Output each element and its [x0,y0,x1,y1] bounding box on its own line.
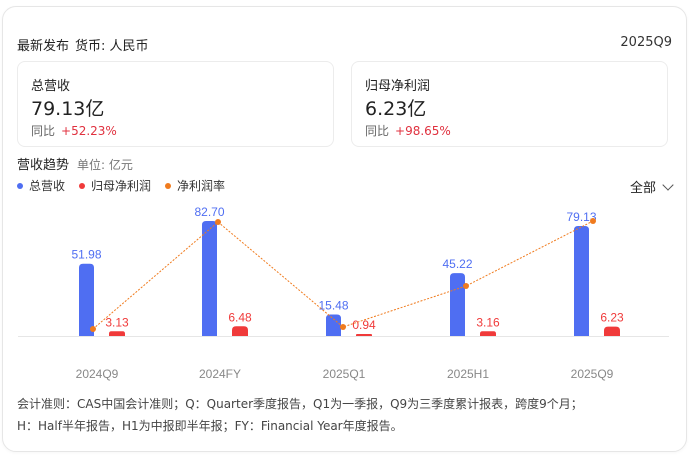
chevron-down-icon [662,178,674,191]
yoy-value: +98.65% [395,124,451,138]
kpi-yoy: 同比 +98.65% [365,122,451,139]
footnote-line-2: H：Half半年报告，H1为中报即半年报；FY：Financial Year年度… [17,419,403,433]
kpi-yoy: 同比 +52.23% [31,122,117,139]
revenue-value-label: 15.48 [318,298,348,312]
net-profit-bar[interactable] [232,326,248,336]
kpi-title: 总营收 [31,79,71,94]
legend-item-net-profit[interactable]: 归母净利润 [79,177,151,194]
net-profit-bar[interactable] [109,331,125,336]
chart-group-2025Q1[interactable] [326,314,372,336]
net-profit-value-label: 6.48 [228,310,252,324]
net-margin-line [92,220,594,330]
yoy-value: +52.23% [61,124,117,138]
x-axis-label: 2025H1 [447,367,489,381]
legend-item-revenue[interactable]: 总营收 [17,177,65,194]
net-profit-bar[interactable] [356,334,372,336]
revenue-trend-chart: 51.983.132024Q982.706.482024FY15.480.942… [18,205,669,381]
filter-label: 全部 [629,181,656,196]
dot-icon [79,182,86,189]
net-profit-value-label: 6.23 [600,311,624,325]
revenue-bar[interactable] [202,221,217,336]
trend-header: 营收趋势 单位: 亿元 [17,154,133,173]
section-header: 最新发布 货币: 人民币 [17,35,149,54]
period-filter-dropdown[interactable]: 全部 [629,177,674,196]
net-margin-point[interactable] [340,324,346,330]
kpi-value: 79.13亿 [31,98,105,120]
revenue-value-label: 79.13 [566,210,596,224]
chart-group-2025Q9[interactable] [574,225,620,336]
yoy-label: 同比 [31,124,56,138]
x-axis-label: 2024Q9 [76,367,119,381]
x-axis-label: 2025Q9 [571,367,614,381]
legend-item-margin[interactable]: 净利润率 [165,177,225,194]
chart-group-2024FY[interactable] [202,221,248,336]
trend-title: 营收趋势 [17,158,70,173]
unit-label: 单位: 亿元 [77,158,133,172]
revenue-value-label: 45.22 [442,257,472,271]
footnote-line-1: 会计准则：CAS中国会计准则；Q：Quarter季度报告，Q1为一季报，Q9为三… [17,397,583,411]
footnote: 会计准则：CAS中国会计准则；Q：Quarter季度报告，Q1为一季报，Q9为三… [17,393,677,437]
net-margin-point[interactable] [90,326,96,332]
revenue-value-label: 82.70 [194,205,224,219]
kpi-title: 归母净利润 [365,79,431,94]
revenue-value-label: 51.98 [71,248,101,262]
revenue-bar[interactable] [450,273,465,336]
net-margin-point[interactable] [590,218,596,224]
chart-group-2024Q9[interactable] [79,263,125,336]
kpi-card-revenue: 总营收 79.13亿 同比 +52.23% [17,61,334,147]
net-margin-point[interactable] [463,283,469,289]
currency-label: 货币: 人民币 [75,39,149,54]
net-profit-bar[interactable] [480,331,496,336]
revenue-bar[interactable] [79,263,94,336]
kpi-value: 6.23亿 [365,98,427,120]
revenue-bar[interactable] [574,225,589,336]
x-axis-label: 2025Q1 [323,367,366,381]
net-profit-value-label: 3.13 [105,315,129,329]
dot-icon [165,182,172,189]
section-title: 最新发布 [17,39,70,54]
chart-legend: 总营收 归母净利润 净利润率 [17,177,225,194]
kpi-card-net-profit: 归母净利润 6.23亿 同比 +98.65% [351,61,668,147]
report-period: 2025Q9 [620,35,672,50]
yoy-label: 同比 [365,124,390,138]
net-profit-bar[interactable] [604,326,620,336]
x-axis-label: 2024FY [199,367,241,381]
dot-icon [17,182,23,189]
net-margin-point[interactable] [215,219,221,225]
revenue-bar[interactable] [326,314,341,336]
chart-group-2025H1[interactable] [450,273,496,336]
net-profit-value-label: 3.16 [476,315,500,329]
